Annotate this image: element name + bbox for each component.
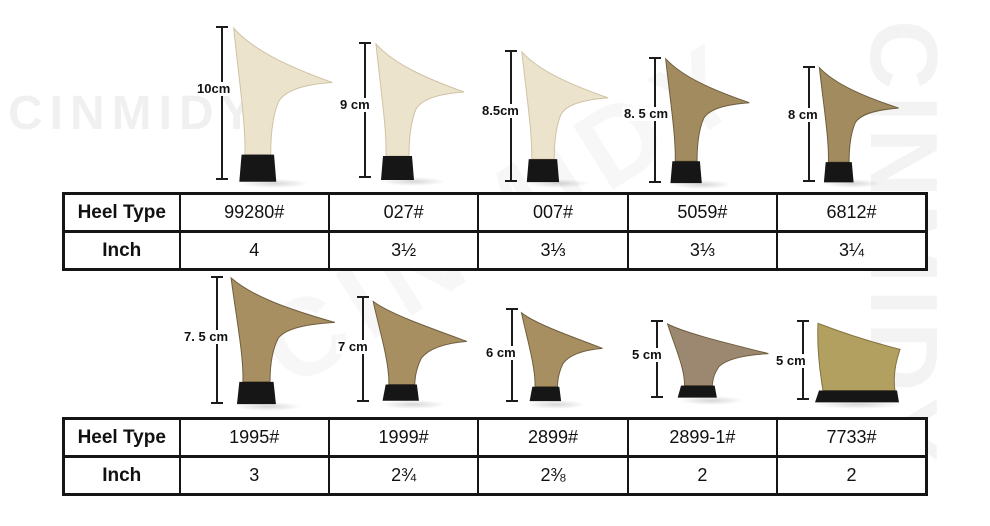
heel-shadow xyxy=(239,179,309,188)
heel-shadow xyxy=(380,177,446,186)
heel-body xyxy=(373,301,467,384)
heel-figure-5059: 8. 5 cm xyxy=(622,55,755,189)
heel-tip xyxy=(382,384,419,401)
heel-photo-icon xyxy=(227,26,339,182)
heel-photo-icon xyxy=(224,276,342,405)
inch-header: Inch xyxy=(62,230,181,271)
heel-figure-1995: 7. 5 cm xyxy=(182,274,345,411)
heel-type-cell: 1995# xyxy=(178,417,330,458)
heel-type-cell: 99280# xyxy=(178,192,330,233)
height-label: 9 cm xyxy=(338,97,372,112)
height-label: 8 cm xyxy=(786,107,820,122)
heel-body xyxy=(818,323,900,390)
heel-tip xyxy=(670,161,702,184)
height-label: 6 cm xyxy=(484,345,518,360)
heel-photo-icon xyxy=(370,42,470,180)
heel-body xyxy=(522,52,608,159)
heel-tip xyxy=(526,159,560,183)
heel-shadow xyxy=(822,179,882,188)
heel-type-header: Heel Type xyxy=(62,192,181,233)
heel-type-cell: 007# xyxy=(477,192,629,233)
heel-body xyxy=(666,59,750,161)
heel-type-cell: 2899# xyxy=(477,417,629,458)
inch-cell: 2¾ xyxy=(327,455,480,496)
heel-tip xyxy=(236,381,276,405)
heel-body xyxy=(522,313,603,387)
inch-cell: 3⅓ xyxy=(626,230,779,271)
heel-figure-1999: 7 cm xyxy=(336,294,476,409)
heel-figure-027: 9 cm xyxy=(338,40,470,186)
table-row: Inch 4 3½ 3⅓ 3⅓ 3¼ xyxy=(62,230,928,271)
heel-shadow xyxy=(812,400,904,409)
heel-body xyxy=(231,278,335,382)
table-row: Heel Type 1995# 1999# 2899# 2899-1# 7733… xyxy=(62,417,928,458)
heel-type-cell: 1999# xyxy=(327,417,480,458)
heel-type-cell: 6812# xyxy=(776,192,928,233)
height-label: 10cm xyxy=(195,81,233,96)
table-row: Inch 3 2¾ 2⅜ 2 2 xyxy=(62,455,928,496)
height-label: 8.5cm xyxy=(480,103,521,118)
heel-tip xyxy=(529,386,562,402)
height-label: 5 cm xyxy=(774,353,808,368)
heel-tip xyxy=(381,156,414,180)
heel-figure-7733: 5 cm xyxy=(774,318,911,409)
measure-line xyxy=(803,66,815,182)
heel-figure-2899: 6 cm xyxy=(484,306,610,409)
heel-photo-icon xyxy=(662,320,774,398)
height-label: 8. 5 cm xyxy=(622,106,671,121)
inch-header: Inch xyxy=(62,455,181,496)
inch-cell: 3⅓ xyxy=(477,230,629,271)
heel-type-cell: 7733# xyxy=(776,417,928,458)
heel-tip xyxy=(815,390,899,403)
heel-tip xyxy=(677,385,717,398)
bottom-spec-table: Heel Type 1995# 1999# 2899# 2899-1# 7733… xyxy=(62,417,928,496)
heel-type-header: Heel Type xyxy=(62,417,181,458)
heel-shadow xyxy=(678,396,744,405)
heel-body xyxy=(234,28,333,154)
heel-body xyxy=(376,44,464,156)
inch-cell: 3¼ xyxy=(776,230,928,271)
heel-body xyxy=(668,324,769,386)
heel-figure-6812: 8 cm xyxy=(784,64,904,188)
heel-shadow xyxy=(526,179,590,188)
heel-photo-icon xyxy=(814,66,904,183)
heel-figure-99280: 10cm xyxy=(195,22,345,188)
table-row: Heel Type 99280# 027# 007# 5059# 6812# xyxy=(62,192,928,233)
inch-cell: 2 xyxy=(776,455,928,496)
heel-body xyxy=(819,68,898,162)
height-label: 7 cm xyxy=(336,339,370,354)
heel-type-cell: 5059# xyxy=(626,192,779,233)
heel-shadow xyxy=(670,180,732,189)
heel-shadow xyxy=(380,400,446,409)
heel-type-cell: 027# xyxy=(327,192,480,233)
heel-photo-icon xyxy=(516,50,614,183)
inch-cell: 3 xyxy=(178,455,330,496)
top-spec-table: Heel Type 99280# 027# 007# 5059# 6812# I… xyxy=(62,192,928,271)
heel-tip xyxy=(823,162,854,183)
heel-photo-icon xyxy=(368,296,472,401)
heel-figure-2899-1: 5 cm xyxy=(630,318,778,405)
heel-tip xyxy=(239,154,277,182)
inch-cell: 4 xyxy=(178,230,330,271)
heel-photo-icon xyxy=(517,308,607,402)
heel-photo-icon xyxy=(660,57,755,184)
height-label: 5 cm xyxy=(630,347,664,362)
heel-type-cell: 2899-1# xyxy=(626,417,779,458)
inch-cell: 2 xyxy=(626,455,779,496)
inch-cell: 2⅜ xyxy=(477,455,629,496)
measure-line xyxy=(216,26,228,180)
heel-shadow xyxy=(234,402,302,411)
heel-figure-007: 8.5cm xyxy=(480,48,614,188)
heel-shadow xyxy=(526,400,586,409)
height-label: 7. 5 cm xyxy=(182,329,231,344)
heel-photo-icon xyxy=(815,320,908,403)
inch-cell: 3½ xyxy=(327,230,480,271)
